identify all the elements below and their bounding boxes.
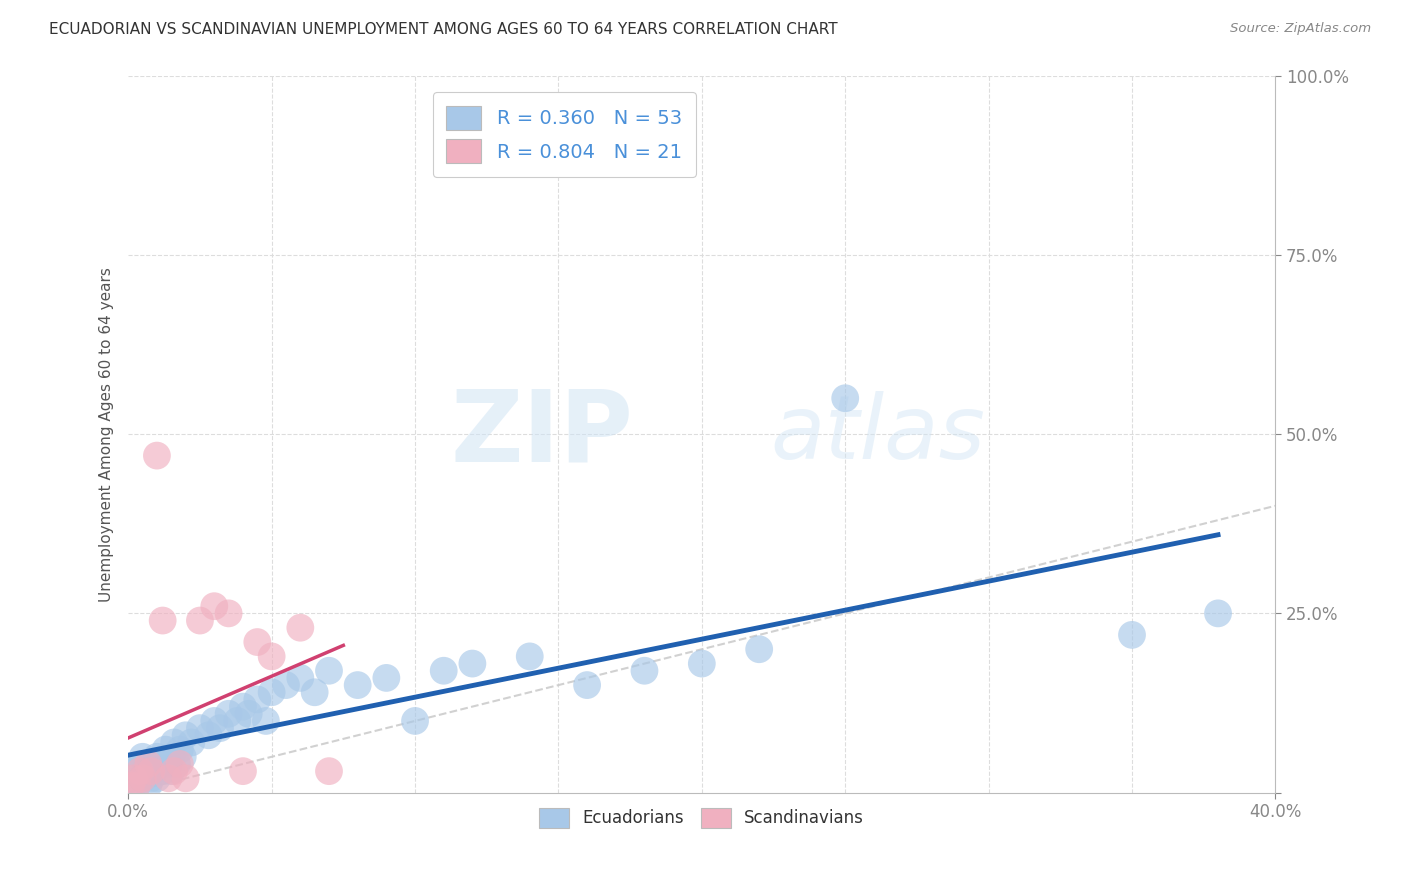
Point xyxy=(163,764,186,779)
Point xyxy=(254,714,277,728)
Point xyxy=(433,664,456,678)
Point xyxy=(226,714,249,728)
Point xyxy=(141,764,163,779)
Point xyxy=(304,685,326,699)
Point xyxy=(246,692,269,706)
Point xyxy=(169,742,191,756)
Point xyxy=(120,772,142,786)
Point xyxy=(461,657,484,671)
Point xyxy=(375,671,398,685)
Point xyxy=(146,749,169,764)
Point xyxy=(690,657,713,671)
Point xyxy=(260,685,283,699)
Point xyxy=(125,779,148,793)
Point xyxy=(122,764,145,779)
Point xyxy=(157,772,180,786)
Point xyxy=(404,714,426,728)
Point xyxy=(136,779,159,793)
Point xyxy=(160,764,183,779)
Point xyxy=(260,649,283,664)
Point xyxy=(136,756,159,771)
Point xyxy=(134,764,156,779)
Point xyxy=(188,614,211,628)
Point xyxy=(128,756,150,771)
Point xyxy=(152,614,174,628)
Point xyxy=(128,764,150,779)
Point xyxy=(274,678,297,692)
Point xyxy=(174,772,197,786)
Point xyxy=(318,764,340,779)
Text: atlas: atlas xyxy=(770,391,986,477)
Point xyxy=(160,749,183,764)
Point xyxy=(169,756,191,771)
Point xyxy=(149,756,172,771)
Point xyxy=(157,756,180,771)
Point xyxy=(174,728,197,742)
Point xyxy=(141,772,163,786)
Text: ECUADORIAN VS SCANDINAVIAN UNEMPLOYMENT AMONG AGES 60 TO 64 YEARS CORRELATION CH: ECUADORIAN VS SCANDINAVIAN UNEMPLOYMENT … xyxy=(49,22,838,37)
Point xyxy=(180,735,202,749)
Text: ZIP: ZIP xyxy=(450,385,633,483)
Point xyxy=(131,749,153,764)
Point xyxy=(163,735,186,749)
Point xyxy=(748,642,770,657)
Text: Source: ZipAtlas.com: Source: ZipAtlas.com xyxy=(1230,22,1371,36)
Point xyxy=(125,779,148,793)
Point xyxy=(120,779,142,793)
Point xyxy=(146,449,169,463)
Point xyxy=(238,706,260,721)
Point xyxy=(146,772,169,786)
Point xyxy=(172,749,194,764)
Point xyxy=(346,678,368,692)
Point xyxy=(131,772,153,786)
Point xyxy=(246,635,269,649)
Point xyxy=(152,764,174,779)
Point xyxy=(633,664,655,678)
Point xyxy=(131,772,153,786)
Point xyxy=(1206,607,1229,621)
Point xyxy=(143,764,166,779)
Point xyxy=(202,714,225,728)
Point xyxy=(208,721,231,735)
Point xyxy=(232,764,254,779)
Point xyxy=(188,721,211,735)
Point xyxy=(290,671,312,685)
Point xyxy=(218,607,240,621)
Point xyxy=(218,706,240,721)
Point xyxy=(202,599,225,614)
Point xyxy=(834,391,856,405)
Point xyxy=(141,756,163,771)
Point xyxy=(318,664,340,678)
Point xyxy=(519,649,541,664)
Point xyxy=(1121,628,1143,642)
Legend: Ecuadorians, Scandinavians: Ecuadorians, Scandinavians xyxy=(533,801,870,835)
Point xyxy=(290,621,312,635)
Y-axis label: Unemployment Among Ages 60 to 64 years: Unemployment Among Ages 60 to 64 years xyxy=(100,267,114,601)
Point xyxy=(122,772,145,786)
Point xyxy=(232,699,254,714)
Point xyxy=(155,742,177,756)
Point xyxy=(197,728,219,742)
Point xyxy=(166,756,188,771)
Point xyxy=(576,678,599,692)
